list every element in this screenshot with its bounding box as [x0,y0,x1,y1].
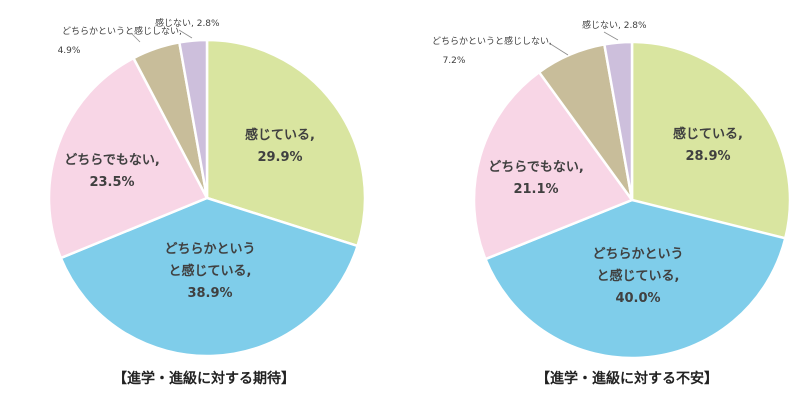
leader-line [178,29,193,39]
chart-title: 【進学・進級に対する期待】 [113,370,295,387]
pie-slice [483,198,787,360]
leader-line [603,31,619,41]
pie-chart-2: 感じている, 28.9% どちらかというと感じている, 40.0% どちらでもない, 21… [432,19,792,387]
leader-line [548,42,569,56]
chart-title: 【進学・進級に対する不安】 [536,370,718,387]
pie-slice [602,40,634,201]
pie-chart-1: 感じている, 29.9% どちらかというと感じている, 38.9% どちらでもない, 23… [47,17,367,387]
pie-slice [177,38,209,199]
pie-slice [472,70,634,261]
leader-line [130,32,141,43]
slice-label: どちらかというと感じている, 38.9% [164,242,255,301]
slice-label: 感じない, 2.8% [155,17,220,29]
slice-label: 感じている, 29.9% [245,127,315,165]
slice-label: どちらかというと感じしない, 4.9% [58,25,182,56]
slice-label: 感じている, 28.9% [673,126,743,164]
slice-label: どちらかというと感じている, 40.0% [592,247,683,306]
slice-label: どちらかというと感じしない, 7.2% [432,35,552,66]
pie-slice [47,56,209,260]
pie-slice [630,40,792,240]
pie-slice [59,196,360,358]
pie-slice [205,38,367,248]
slice-label: 感じない, 2.8% [582,19,647,31]
slice-label: どちらでもない, 23.5% [64,153,160,190]
slice-label: どちらでもない, 21.1% [488,160,584,197]
